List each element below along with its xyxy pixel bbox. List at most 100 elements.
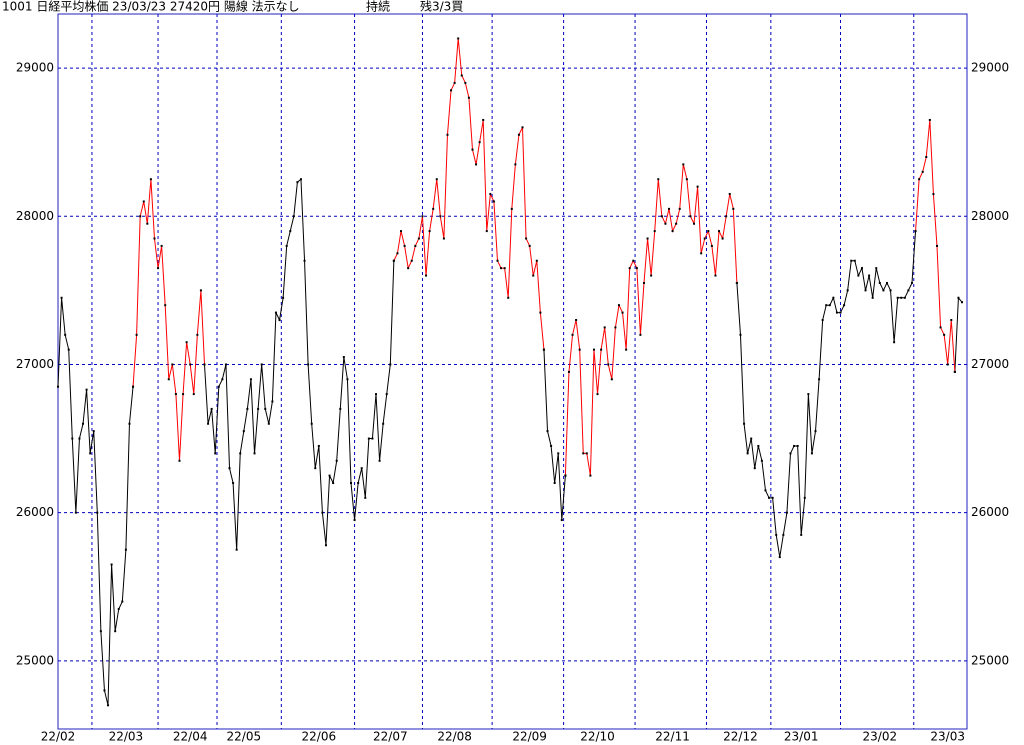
price-point <box>135 333 138 336</box>
price-point <box>539 311 542 314</box>
status-label: 持続 <box>366 0 390 14</box>
price-point <box>918 178 921 181</box>
price-point <box>378 459 381 462</box>
price-point <box>410 259 413 262</box>
price-point <box>718 230 721 233</box>
price-point <box>392 259 395 262</box>
price-point <box>550 444 553 447</box>
price-point <box>103 689 106 692</box>
price-point <box>596 393 599 396</box>
price-point <box>896 296 899 299</box>
price-point <box>314 467 317 470</box>
price-point <box>253 452 256 455</box>
price-point <box>739 333 742 336</box>
price-point <box>299 178 302 181</box>
price-point <box>750 437 753 440</box>
price-point <box>64 333 67 336</box>
price-point <box>428 230 431 233</box>
price-point <box>753 467 756 470</box>
y-tick-label: 25000 <box>16 653 54 667</box>
price-point <box>439 215 442 218</box>
price-point <box>600 348 603 351</box>
price-point <box>496 259 499 262</box>
price-point <box>246 407 249 410</box>
price-point <box>382 422 385 425</box>
x-tick-label: 22/08 <box>437 730 472 744</box>
price-point <box>192 393 195 396</box>
price-point <box>535 259 538 262</box>
price-point <box>885 281 888 284</box>
price-point <box>921 170 924 173</box>
price-point <box>821 319 824 322</box>
price-point <box>646 237 649 240</box>
price-point <box>96 511 99 514</box>
price-point <box>807 393 810 396</box>
price-point <box>682 163 685 166</box>
price-point <box>828 304 831 307</box>
price-point <box>317 444 320 447</box>
price-point <box>282 296 285 299</box>
x-tick-label: 22/06 <box>302 730 337 744</box>
price-point <box>260 363 263 366</box>
price-point <box>514 163 517 166</box>
price-point <box>292 215 295 218</box>
price-point <box>650 274 653 277</box>
price-point <box>825 304 828 307</box>
price-point <box>199 289 202 292</box>
x-tick-label: 23/02 <box>863 730 898 744</box>
price-point <box>450 89 453 92</box>
price-point <box>57 385 59 388</box>
price-point <box>178 459 181 462</box>
price-point <box>850 259 853 262</box>
price-point <box>743 422 746 425</box>
price-point <box>957 296 960 299</box>
price-point <box>142 200 145 203</box>
price-point <box>557 452 560 455</box>
price-point <box>278 319 281 322</box>
price-point <box>846 289 849 292</box>
price-point <box>810 452 813 455</box>
price-point <box>296 181 299 184</box>
price-point <box>910 281 913 284</box>
x-tick-label: 22/10 <box>580 730 615 744</box>
price-point <box>953 370 956 373</box>
price-point <box>857 274 860 277</box>
price-point <box>653 230 656 233</box>
price-point <box>464 81 467 84</box>
price-point <box>803 496 806 499</box>
price-point <box>592 348 595 351</box>
price-point <box>532 274 535 277</box>
price-point <box>700 252 703 255</box>
y2-tick-label: 26000 <box>971 505 1009 519</box>
price-point <box>174 393 177 396</box>
x-tick-label: 22/03 <box>109 730 144 744</box>
price-point <box>757 444 760 447</box>
price-point <box>310 422 313 425</box>
price-point <box>903 296 906 299</box>
price-point <box>446 133 449 136</box>
price-point <box>146 222 149 225</box>
price-point <box>789 452 792 455</box>
price-point <box>196 333 199 336</box>
price-point <box>664 222 667 225</box>
price-point <box>389 363 392 366</box>
price-point <box>228 467 231 470</box>
price-point <box>185 341 188 344</box>
price-point <box>435 178 438 181</box>
price-point <box>224 363 227 366</box>
price-point <box>925 156 928 158</box>
price-point <box>335 459 338 462</box>
y-tick-label: 27000 <box>16 357 54 371</box>
price-point <box>121 600 124 603</box>
price-point <box>878 281 881 284</box>
price-point <box>371 437 374 440</box>
price-point <box>267 422 270 425</box>
price-point <box>78 437 81 440</box>
price-point <box>257 407 260 410</box>
price-point <box>360 467 363 470</box>
price-point <box>728 193 731 196</box>
price-point <box>110 563 113 566</box>
price-point <box>843 304 846 307</box>
price-point <box>732 207 735 210</box>
